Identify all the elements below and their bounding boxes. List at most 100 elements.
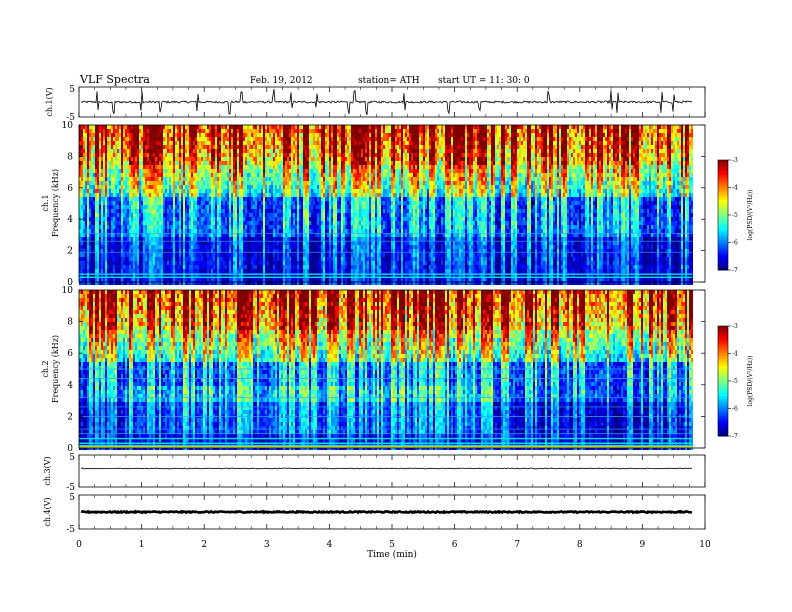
psd-cell [111, 233, 113, 237]
psd-cell [79, 137, 81, 141]
psd-cell [155, 221, 157, 225]
psd-cell [209, 145, 211, 149]
psd-cell [257, 213, 259, 217]
psd-cell [263, 269, 265, 273]
psd-cell [157, 185, 159, 189]
psd-cell [299, 205, 301, 209]
psd-cell [189, 157, 191, 161]
psd-cell [323, 185, 325, 189]
psd-cell [145, 225, 147, 229]
psd-cell [229, 237, 231, 241]
psd-cell [123, 177, 125, 181]
psd-cell [221, 165, 223, 169]
psd-cell [213, 165, 215, 169]
psd-cell [179, 125, 181, 129]
psd-cell [131, 145, 133, 149]
psd-cell [157, 197, 159, 201]
psd-cell [117, 233, 119, 237]
psd-cell [267, 261, 269, 265]
psd-cell [163, 141, 165, 145]
psd-cell [263, 241, 265, 245]
psd-cell [161, 225, 163, 229]
psd-cell [85, 137, 87, 141]
psd-cell [99, 225, 101, 229]
psd-cell [83, 177, 85, 181]
psd-cell [105, 165, 107, 169]
psd-cell [161, 281, 163, 285]
psd-cell [319, 245, 321, 249]
psd-cell [105, 129, 107, 133]
psd-cell [219, 237, 221, 241]
psd-cell [135, 257, 137, 261]
psd-cell [139, 257, 141, 261]
psd-cell [245, 189, 247, 193]
psd-cell [109, 273, 111, 277]
psd-cell [287, 269, 289, 273]
psd-cell [213, 257, 215, 261]
psd-cell [217, 253, 219, 257]
psd-cell [103, 213, 105, 217]
psd-cell [169, 201, 171, 205]
psd-cell [79, 189, 81, 193]
psd-cell [201, 253, 203, 257]
psd-cell [135, 205, 137, 209]
psd-cell [201, 133, 203, 137]
psd-cell [313, 265, 315, 269]
psd-cell [257, 209, 259, 213]
psd-cell [137, 225, 139, 229]
psd-cell [121, 153, 123, 157]
psd-cell [155, 133, 157, 137]
psd-cell [177, 137, 179, 141]
psd-cell [275, 137, 277, 141]
psd-cell [153, 189, 155, 193]
psd-cell [127, 141, 129, 145]
psd-cell [103, 281, 105, 285]
psd-cell [305, 197, 307, 201]
psd-cell [225, 185, 227, 189]
psd-cell [317, 221, 319, 225]
psd-cell [313, 269, 315, 273]
psd-cell [235, 205, 237, 209]
psd-cell [171, 253, 173, 257]
psd-cell [251, 161, 253, 165]
psd-cell [179, 141, 181, 145]
psd-cell [231, 205, 233, 209]
psd-cell [85, 237, 87, 241]
psd-cell [277, 129, 279, 133]
psd-cell [101, 189, 103, 193]
psd-cell [283, 181, 285, 185]
psd-cell [121, 273, 123, 277]
psd-cell [197, 149, 199, 153]
psd-cell [145, 177, 147, 181]
psd-cell [211, 217, 213, 221]
psd-cell [201, 265, 203, 269]
psd-cell [243, 157, 245, 161]
psd-cell [81, 245, 83, 249]
psd-cell [141, 261, 143, 265]
psd-cell [309, 265, 311, 269]
psd-cell [195, 221, 197, 225]
psd-cell [223, 265, 225, 269]
psd-cell [273, 157, 275, 161]
psd-cell [171, 201, 173, 205]
psd-cell [305, 133, 307, 137]
psd-cell [133, 193, 135, 197]
psd-cell [161, 197, 163, 201]
psd-cell [163, 153, 165, 157]
psd-cell [87, 213, 89, 217]
psd-cell [151, 233, 153, 237]
psd-cell [211, 129, 213, 133]
psd-cell [127, 193, 129, 197]
psd-cell [195, 265, 197, 269]
psd-cell [81, 257, 83, 261]
psd-cell [171, 125, 173, 129]
psd-cell [145, 241, 147, 245]
psd-cell [321, 237, 323, 241]
psd-cell [195, 137, 197, 141]
psd-cell [249, 161, 251, 165]
psd-cell [235, 161, 237, 165]
psd-cell [89, 189, 91, 193]
psd-cell [95, 277, 97, 281]
psd-cell [293, 189, 295, 193]
psd-cell [159, 209, 161, 213]
